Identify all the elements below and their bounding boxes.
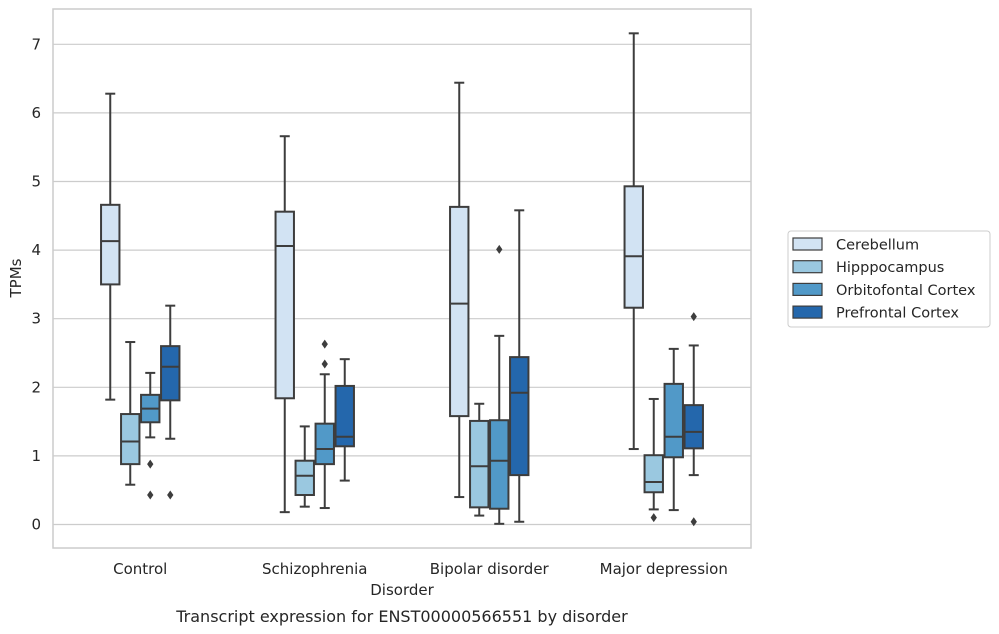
outlier-point xyxy=(147,459,154,469)
figure-caption: Transcript expression for ENST0000056655… xyxy=(175,607,628,626)
y-tick-label: 1 xyxy=(31,447,41,465)
legend: Cerebellum Hipppocampus Orbitofontal Corte… xyxy=(787,230,991,328)
y-tick-label: 6 xyxy=(31,104,41,122)
box-cerebellum xyxy=(623,32,644,451)
box-iqr xyxy=(469,419,490,509)
x-axis-ticks: Control Schizophrenia Bipolar disorder Majo… xyxy=(113,560,728,578)
x-tick-label: Bipolar disorder xyxy=(430,560,550,578)
plot-area-frame xyxy=(52,8,752,549)
y-tick-label: 7 xyxy=(31,35,41,53)
box-iqr xyxy=(274,210,295,400)
box-iqr xyxy=(294,459,315,497)
box-iqr xyxy=(120,413,141,466)
outlier-point xyxy=(147,490,154,500)
y-tick-label: 4 xyxy=(31,241,41,259)
legend-swatch xyxy=(792,282,823,296)
box-hipppocampus xyxy=(120,341,141,486)
y-tick-label: 0 xyxy=(31,516,41,534)
box-iqr xyxy=(100,203,121,286)
legend-label: Cerebellum xyxy=(836,238,919,254)
x-tick-label: Major depression xyxy=(600,560,728,578)
outlier-point xyxy=(690,517,697,527)
box-hipppocampus xyxy=(643,397,664,523)
box-orbitofontal-cortex xyxy=(489,244,510,525)
box-hipppocampus xyxy=(469,402,490,517)
box-prefrontal-cortex xyxy=(509,209,530,523)
x-tick-label: Schizophrenia xyxy=(262,560,367,578)
box-prefrontal-cortex xyxy=(160,304,181,500)
box-orbitofontal-cortex xyxy=(140,371,161,500)
box-iqr xyxy=(160,345,181,402)
box-iqr xyxy=(683,404,704,450)
y-axis-label: TPMs xyxy=(7,258,25,298)
y-tick-label: 2 xyxy=(31,378,41,396)
outlier-point xyxy=(690,312,697,322)
x-tick-label: Control xyxy=(113,560,167,578)
box-iqr xyxy=(314,422,335,466)
box-prefrontal-cortex xyxy=(683,312,704,527)
legend-swatch xyxy=(792,260,823,274)
box-iqr xyxy=(334,384,355,448)
box-hipppocampus xyxy=(294,425,315,508)
box-iqr xyxy=(663,382,684,459)
outlier-point xyxy=(167,490,174,500)
legend-frame xyxy=(787,230,991,328)
box-orbitofontal-cortex xyxy=(314,339,335,510)
outlier-point xyxy=(321,339,328,349)
box-cerebellum xyxy=(100,92,121,401)
outlier-point xyxy=(496,244,503,254)
boxes xyxy=(100,32,704,527)
legend-swatch xyxy=(792,237,823,251)
y-tick-label: 3 xyxy=(31,310,41,328)
box-iqr xyxy=(623,185,644,309)
legend-label: Orbitofontal Cortex xyxy=(836,283,976,299)
outlier-point xyxy=(650,513,657,523)
box-iqr xyxy=(509,356,530,477)
box-cerebellum xyxy=(274,135,295,514)
box-cerebellum xyxy=(449,81,470,499)
y-axis-ticks: 0 1 2 3 4 5 6 7 xyxy=(31,35,41,533)
legend-label: Hipppocampus xyxy=(836,260,944,276)
gridlines xyxy=(53,43,751,526)
box-iqr xyxy=(449,205,470,418)
legend-label: Prefrontal Cortex xyxy=(836,306,959,322)
legend-swatch xyxy=(792,305,823,319)
box-prefrontal-cortex xyxy=(334,358,355,482)
box-iqr xyxy=(489,419,510,510)
box-orbitofontal-cortex xyxy=(663,347,684,512)
outlier-point xyxy=(321,359,328,369)
box-iqr xyxy=(643,454,664,494)
y-tick-label: 5 xyxy=(31,173,41,191)
x-axis-label: Disorder xyxy=(370,581,434,599)
